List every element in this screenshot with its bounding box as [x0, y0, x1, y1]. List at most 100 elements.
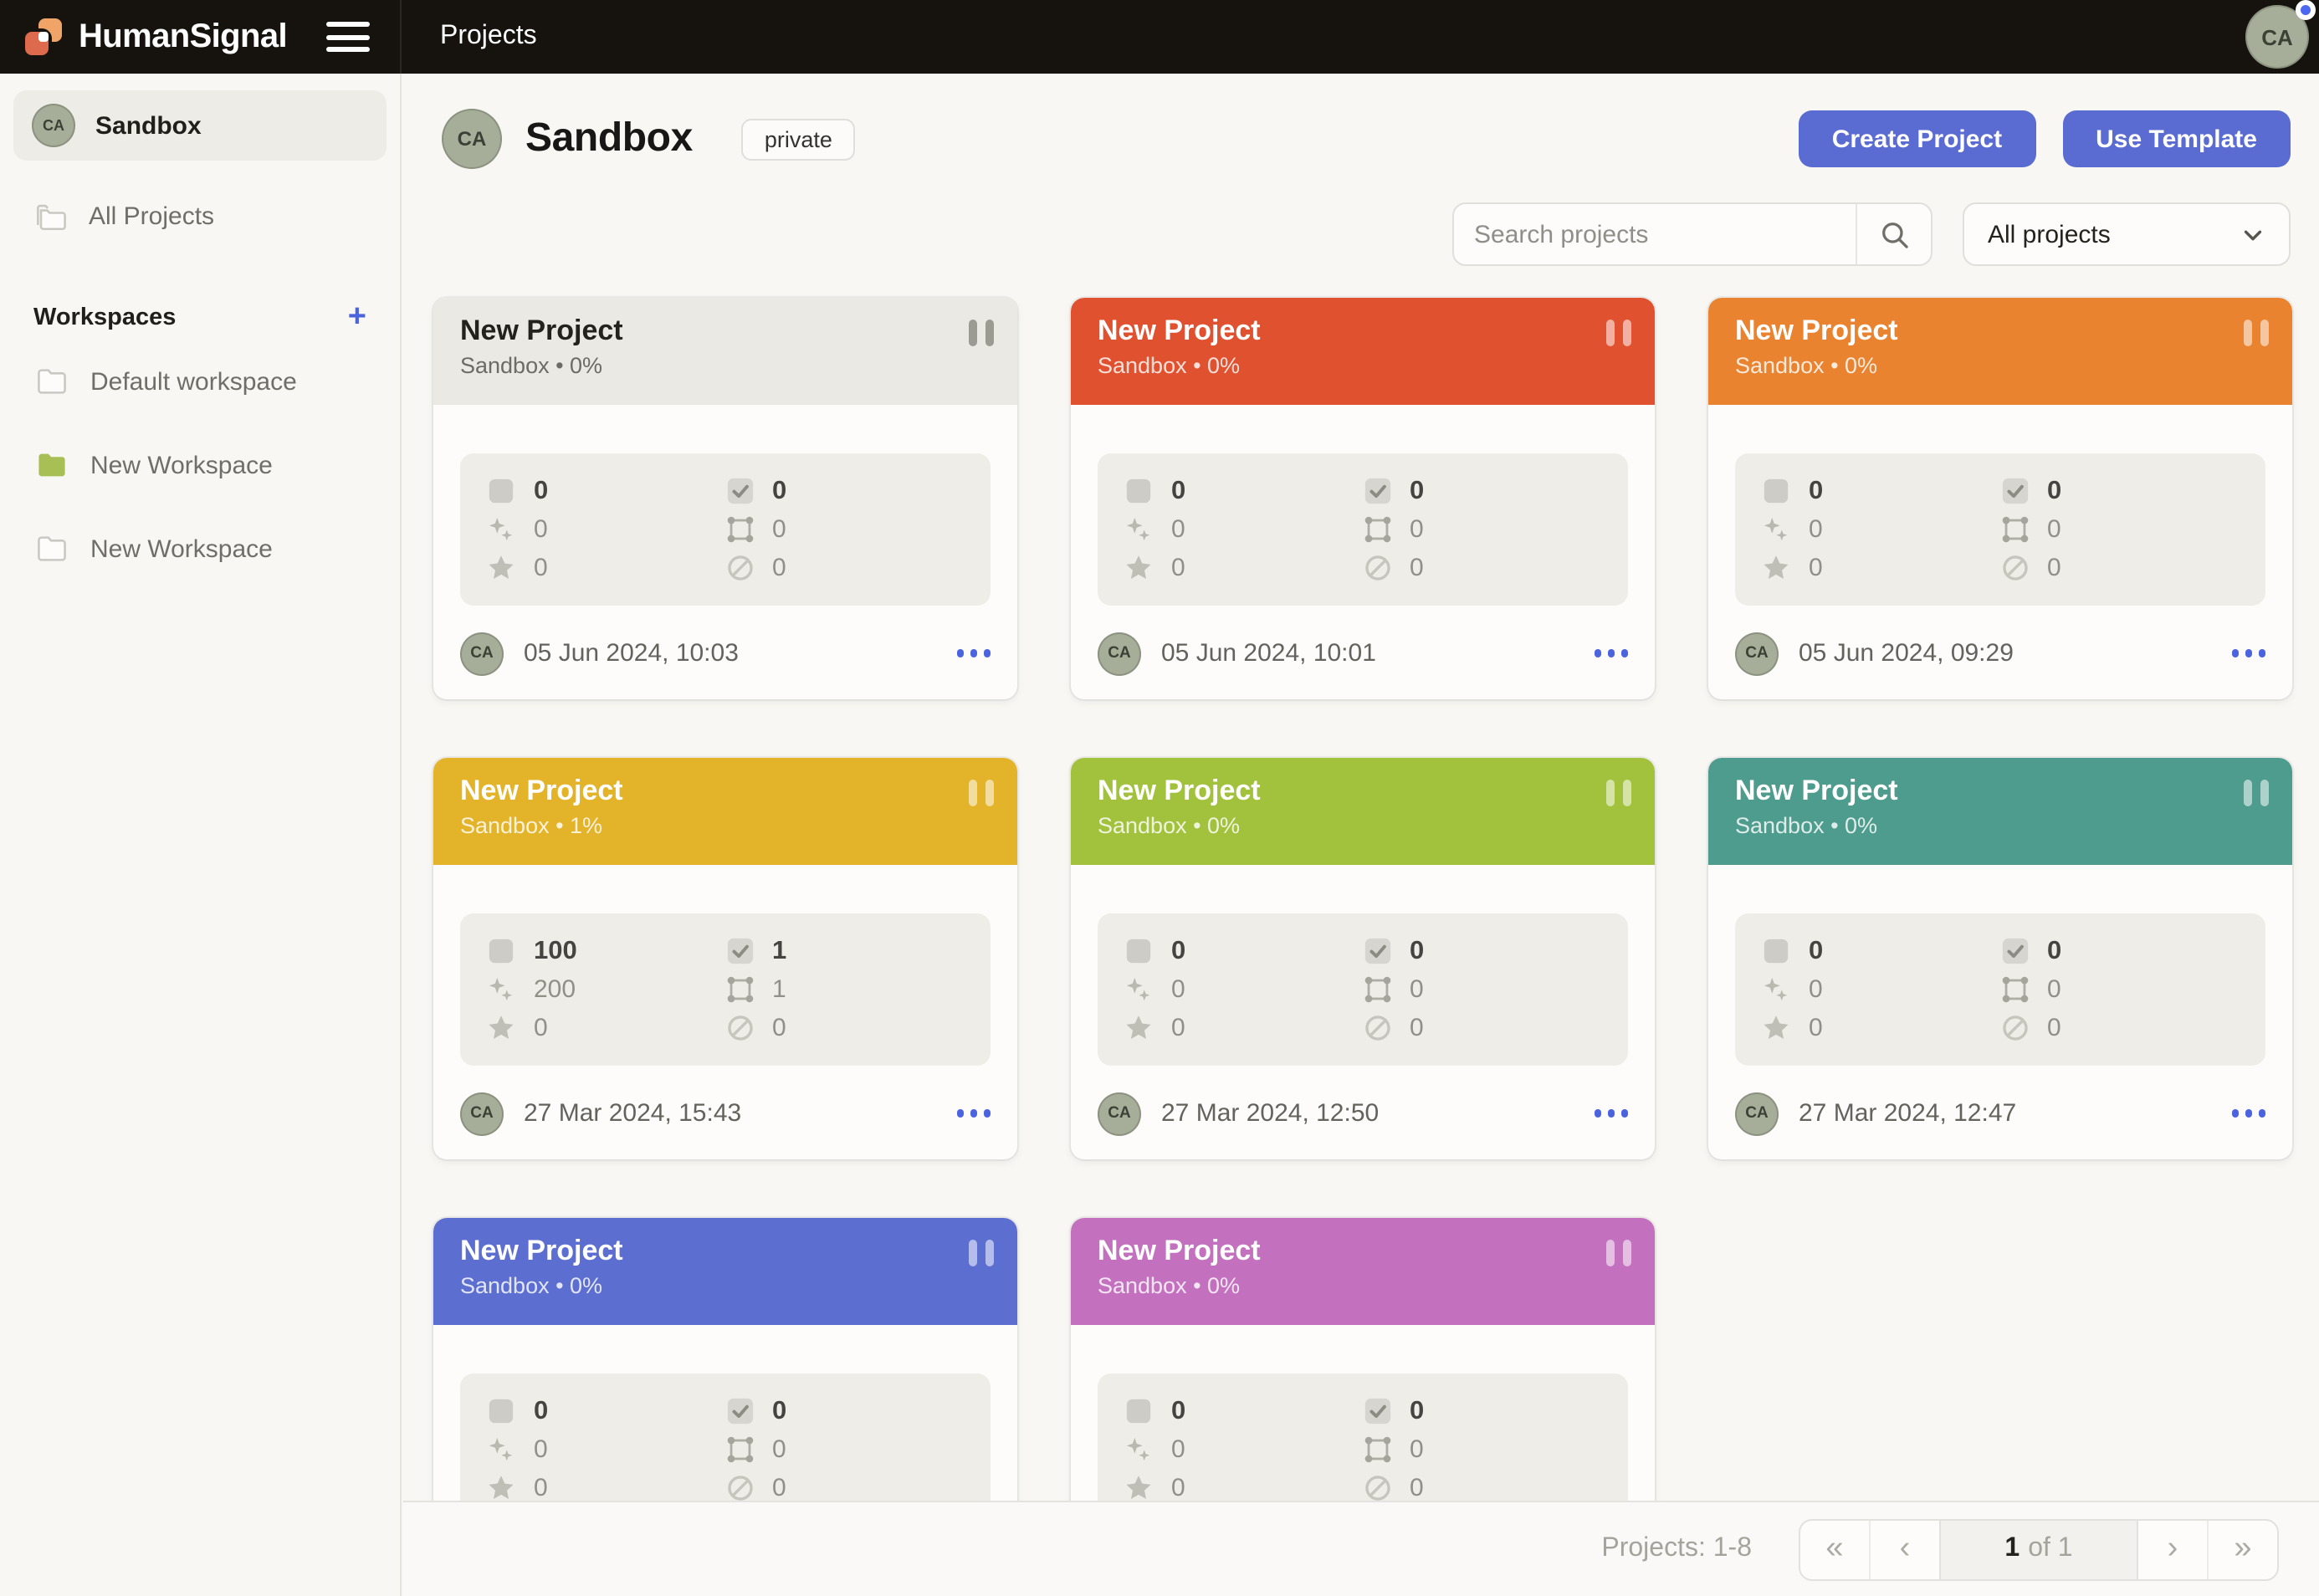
last-page-button[interactable]: »: [2234, 1531, 2252, 1566]
pause-icon[interactable]: [969, 1240, 994, 1266]
add-workspace-button[interactable]: +: [347, 299, 366, 335]
kebab-menu-icon[interactable]: [1594, 640, 1628, 668]
project-title[interactable]: New Project: [1735, 315, 1898, 346]
prev-page-button[interactable]: ‹: [1899, 1531, 1911, 1566]
pager: « ‹ 1 of 1 › »: [1799, 1518, 2279, 1580]
predictions-count: 200: [534, 975, 576, 1004]
pause-icon[interactable]: [1606, 320, 1631, 346]
project-title[interactable]: New Project: [460, 1235, 623, 1266]
completed-icon: [725, 477, 754, 505]
project-card-footer: CA 27 Mar 2024, 15:43: [433, 1067, 1017, 1159]
hamburger-menu-icon[interactable]: [326, 22, 370, 52]
tasks-count: 0: [1809, 476, 1824, 504]
creator-avatar: CA: [1735, 632, 1779, 675]
pause-icon[interactable]: [969, 780, 994, 806]
sidebar-item-all-projects[interactable]: All Projects: [13, 181, 386, 251]
predictions-count: 0: [1809, 975, 1823, 1004]
tasks-icon: [1124, 937, 1153, 965]
project-title[interactable]: New Project: [460, 775, 623, 806]
user-menu[interactable]: CA: [2245, 0, 2316, 69]
completed-count: 0: [2047, 936, 2062, 964]
brand-logo[interactable]: HumanSignal: [23, 17, 288, 57]
sidebar-item-default-workspace[interactable]: Default workspace: [13, 346, 386, 417]
skipped-count: 0: [2047, 1014, 2061, 1042]
project-card-header[interactable]: New Project Sandbox • 0%: [1071, 298, 1655, 405]
kebab-menu-icon[interactable]: [956, 640, 991, 668]
reviews-count: 0: [1171, 1014, 1185, 1042]
projects-scope-dropdown[interactable]: All projects: [1963, 202, 2291, 266]
predictions-icon: [487, 975, 515, 1004]
kebab-menu-icon[interactable]: [2231, 1100, 2265, 1128]
tasks-count: 100: [534, 936, 577, 964]
project-title[interactable]: New Project: [1098, 1235, 1261, 1266]
search-button[interactable]: [1856, 204, 1931, 264]
use-template-button[interactable]: Use Template: [2062, 110, 2291, 167]
project-subtitle: Sandbox • 0%: [460, 1272, 603, 1298]
skipped-count: 0: [772, 1474, 786, 1502]
project-card-header[interactable]: New Project Sandbox • 1%: [433, 758, 1017, 865]
kebab-menu-icon[interactable]: [1594, 1100, 1628, 1128]
project-card-header[interactable]: New Project Sandbox • 0%: [1708, 298, 2292, 405]
reviews-icon: [1124, 1014, 1153, 1042]
reviews-icon: [1762, 1014, 1790, 1042]
project-date: 05 Jun 2024, 10:01: [1161, 639, 1376, 668]
next-page-button[interactable]: ›: [2167, 1531, 2178, 1566]
kebab-menu-icon[interactable]: [2231, 640, 2265, 668]
regions-icon: [1363, 515, 1391, 544]
tasks-count: 0: [1171, 476, 1186, 504]
skipped-count: 0: [1410, 1014, 1424, 1042]
project-title[interactable]: New Project: [1735, 775, 1898, 806]
skipped-icon: [1363, 1474, 1391, 1502]
pause-icon[interactable]: [1606, 1240, 1631, 1266]
pause-icon[interactable]: [2244, 780, 2269, 806]
scope-selected-value: All projects: [1988, 220, 2111, 248]
predictions-count: 0: [534, 1435, 548, 1464]
search-input[interactable]: [1454, 220, 1856, 248]
pause-icon[interactable]: [2244, 320, 2269, 346]
first-page-button[interactable]: «: [1825, 1531, 1844, 1566]
project-card-header[interactable]: New Project Sandbox • 0%: [1708, 758, 2292, 865]
predictions-icon: [487, 1435, 515, 1464]
completed-icon: [2000, 937, 2029, 965]
project-title[interactable]: New Project: [1098, 775, 1261, 806]
project-card-header[interactable]: New Project Sandbox • 0%: [433, 1218, 1017, 1325]
skipped-count: 0: [2047, 554, 2061, 582]
regions-icon: [725, 975, 754, 1004]
sidebar-item-new-workspace-2[interactable]: New Workspace: [13, 514, 386, 584]
project-card-footer: CA 05 Jun 2024, 10:01: [1071, 607, 1655, 699]
completed-count: 1: [772, 936, 787, 964]
workspace-header: CA Sandbox private Create Project Use Te…: [403, 74, 2319, 169]
completed-icon: [725, 1397, 754, 1425]
skipped-count: 0: [772, 1014, 786, 1042]
sidebar-item-sandbox[interactable]: CA Sandbox: [13, 90, 386, 161]
project-title[interactable]: New Project: [460, 315, 623, 346]
total-pages: of 1: [2028, 1534, 2073, 1563]
create-project-button[interactable]: Create Project: [1798, 110, 2036, 167]
brand-name: HumanSignal: [79, 18, 288, 54]
predictions-icon: [1762, 975, 1790, 1004]
tasks-count: 0: [1809, 936, 1824, 964]
completed-count: 0: [2047, 476, 2062, 504]
creator-avatar: CA: [1735, 1092, 1779, 1135]
completed-icon: [2000, 477, 2029, 505]
pause-icon[interactable]: [1606, 780, 1631, 806]
search-field: [1452, 202, 1932, 266]
project-card: New Project Sandbox • 0% 0 0 0 0 0 0 CA …: [433, 298, 1017, 699]
sidebar-item-new-workspace-1[interactable]: New Workspace: [13, 430, 386, 500]
kebab-menu-icon[interactable]: [956, 1100, 991, 1128]
predictions-count: 0: [534, 515, 548, 544]
project-title[interactable]: New Project: [1098, 315, 1261, 346]
completed-icon: [1363, 937, 1391, 965]
completed-icon: [725, 937, 754, 965]
project-card-header[interactable]: New Project Sandbox • 0%: [433, 298, 1017, 405]
skipped-icon: [1363, 1014, 1391, 1042]
regions-icon: [725, 1435, 754, 1464]
page-indicator[interactable]: 1 of 1: [1939, 1520, 2138, 1578]
regions-count: 0: [2047, 975, 2061, 1004]
project-card-header[interactable]: New Project Sandbox • 0%: [1071, 758, 1655, 865]
completed-count: 0: [1410, 936, 1425, 964]
project-card-header[interactable]: New Project Sandbox • 0%: [1071, 1218, 1655, 1325]
tasks-icon: [1124, 1397, 1153, 1425]
pause-icon[interactable]: [969, 320, 994, 346]
